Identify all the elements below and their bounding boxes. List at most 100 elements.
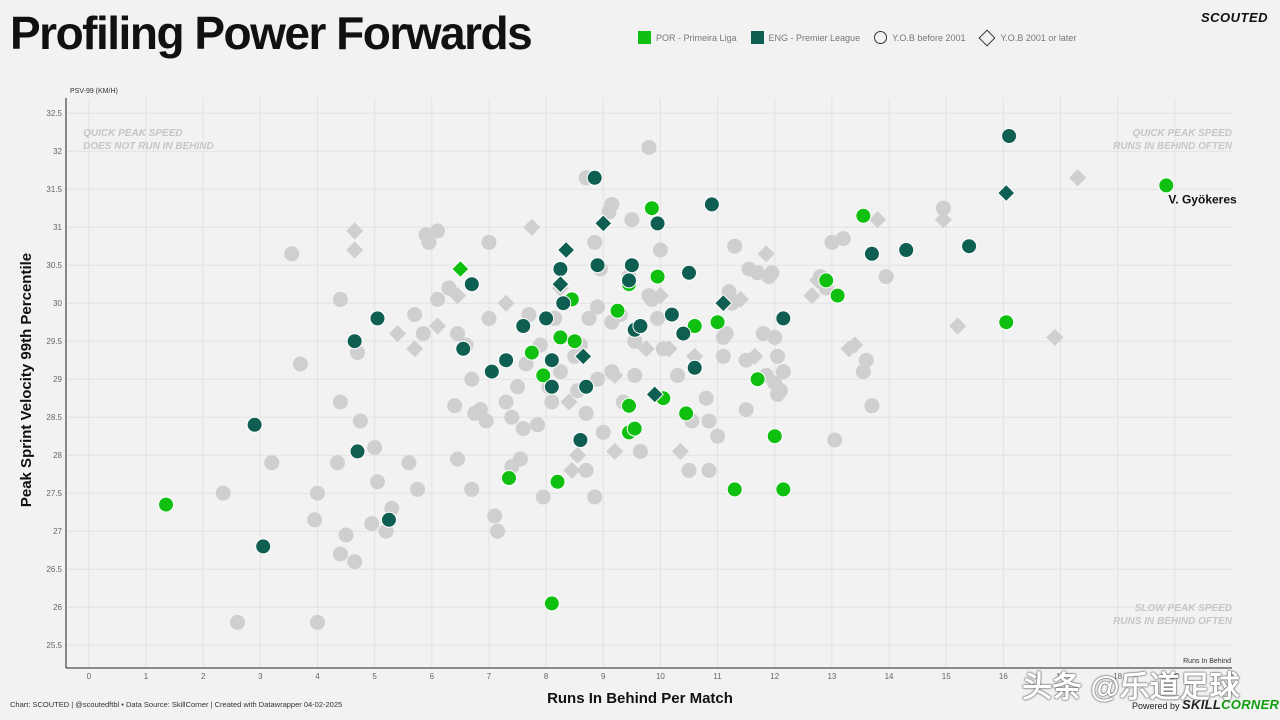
legend-item-eng: ENG - Premier League bbox=[750, 31, 860, 44]
point-eng-circle bbox=[349, 443, 366, 460]
point-por-circle bbox=[818, 272, 835, 289]
point-eng-circle bbox=[483, 363, 500, 380]
point-other-circle bbox=[590, 371, 606, 387]
x-tick-label: 16 bbox=[999, 672, 1008, 681]
y-tick-label: 31.5 bbox=[46, 185, 62, 194]
legend-circle-icon bbox=[874, 31, 888, 44]
point-other-diamond bbox=[934, 211, 952, 229]
point-other-circle bbox=[264, 455, 280, 471]
y-tick-label: 26.5 bbox=[46, 565, 62, 574]
point-eng-circle bbox=[623, 257, 640, 274]
point-other-diamond bbox=[949, 317, 967, 335]
point-other-circle bbox=[421, 234, 437, 250]
y-axis-label: Peak Sprint Velocity 99th Percentile bbox=[18, 253, 35, 507]
point-other-circle bbox=[624, 212, 640, 228]
point-other-circle bbox=[307, 512, 323, 528]
point-other-circle bbox=[858, 352, 874, 368]
point-eng-circle bbox=[572, 432, 589, 448]
point-other-diamond bbox=[660, 340, 678, 358]
point-por-circle bbox=[543, 595, 560, 612]
point-por-circle bbox=[609, 302, 626, 319]
point-por-circle bbox=[523, 344, 540, 361]
point-por-circle bbox=[686, 318, 703, 334]
point-other-circle bbox=[595, 424, 611, 440]
brand-logo: SCOUTED bbox=[1200, 10, 1268, 25]
point-other-circle bbox=[581, 310, 597, 326]
point-other-circle bbox=[652, 242, 668, 258]
point-other-circle bbox=[590, 299, 606, 315]
point-other-circle bbox=[698, 390, 714, 406]
legend-item-yob-before: Y.O.B before 2001 bbox=[874, 31, 965, 44]
point-eng-diamond bbox=[714, 293, 733, 313]
point-other-diamond bbox=[869, 211, 887, 229]
point-other-circle bbox=[578, 462, 594, 478]
x-tick-label: 9 bbox=[601, 672, 606, 681]
point-other-diamond bbox=[606, 442, 624, 460]
point-other-diamond bbox=[563, 461, 581, 479]
point-eng-circle bbox=[775, 310, 792, 327]
point-other-circle bbox=[530, 417, 546, 433]
point-other-circle bbox=[441, 280, 457, 296]
legend-item-yob-after: Y.O.B 2001 or later bbox=[978, 29, 1077, 46]
point-por-circle bbox=[829, 287, 846, 304]
point-eng-circle bbox=[498, 352, 515, 369]
point-other-circle bbox=[338, 527, 354, 543]
point-other-circle bbox=[710, 428, 726, 444]
y-tick-label: 31 bbox=[53, 223, 62, 232]
point-por-circle bbox=[535, 367, 552, 384]
point-other-diamond bbox=[569, 446, 587, 464]
point-por-circle bbox=[775, 481, 792, 498]
point-other-circle bbox=[430, 291, 446, 307]
point-other-circle bbox=[604, 196, 620, 212]
y-unit-label: PSV-99 (KM/H) bbox=[70, 88, 118, 95]
legend-label-yob-before: Y.O.B before 2001 bbox=[892, 32, 966, 43]
x-tick-label: 15 bbox=[942, 672, 951, 681]
y-tick-label: 25.5 bbox=[46, 641, 62, 650]
point-other-diamond bbox=[406, 340, 424, 358]
point-other-diamond bbox=[389, 325, 407, 343]
powered-brand-b: CORNER bbox=[1221, 697, 1280, 712]
x-tick-label: 19 bbox=[1170, 672, 1179, 681]
powered-prefix: Powered by bbox=[1132, 701, 1180, 711]
point-other-circle bbox=[229, 614, 245, 630]
point-eng-circle bbox=[686, 359, 703, 376]
point-other-circle bbox=[835, 231, 851, 247]
point-other-circle bbox=[718, 326, 734, 342]
x-tick-label: 13 bbox=[827, 672, 836, 681]
point-other-circle bbox=[681, 462, 697, 478]
legend-swatch-por bbox=[638, 31, 651, 44]
quadrant-sublabel-tr: RUNS IN BEHIND OFTEN bbox=[1113, 141, 1233, 152]
point-eng-circle bbox=[538, 310, 555, 327]
point-other-circle bbox=[515, 421, 531, 437]
point-por-diamond bbox=[451, 259, 470, 279]
point-eng-circle bbox=[552, 261, 569, 277]
point-other-circle bbox=[450, 326, 466, 342]
x-tick-label: 18 bbox=[1113, 672, 1122, 681]
grid bbox=[66, 98, 1232, 668]
point-other-diamond bbox=[346, 241, 364, 259]
point-por-circle bbox=[855, 207, 872, 224]
point-other-diamond bbox=[560, 393, 578, 411]
point-eng-diamond bbox=[645, 385, 664, 404]
quadrant-sublabel-tl: DOES NOT RUN IN BEHIND bbox=[83, 141, 214, 152]
point-other-circle bbox=[352, 413, 368, 429]
x-corner-label: Runs In Behind bbox=[1183, 658, 1231, 665]
annotation-label: V. Gyökeres bbox=[1168, 192, 1237, 206]
legend-label-yob-after: Y.O.B 2001 or later bbox=[1000, 32, 1077, 43]
point-eng-circle bbox=[463, 276, 480, 293]
point-other-circle bbox=[329, 455, 345, 471]
point-other-circle bbox=[772, 383, 788, 399]
point-eng-circle bbox=[589, 257, 606, 274]
x-tick-label: 7 bbox=[487, 672, 492, 681]
axes: 0 1 2 3 4 5 6 7 8 9 10 11 12 13 14 15 16 17 18 1925.52626.5… bbox=[46, 98, 1232, 681]
y-tick-label: 29.5 bbox=[46, 337, 62, 346]
point-other-circle bbox=[855, 364, 871, 380]
x-tick-label: 11 bbox=[713, 672, 722, 681]
point-eng-circle bbox=[346, 333, 363, 350]
point-other-circle bbox=[632, 443, 648, 459]
point-eng-circle bbox=[543, 378, 560, 395]
point-eng-circle bbox=[369, 310, 386, 327]
point-other-circle bbox=[767, 329, 783, 345]
point-other-diamond bbox=[1069, 169, 1087, 187]
point-other-circle bbox=[410, 481, 426, 497]
